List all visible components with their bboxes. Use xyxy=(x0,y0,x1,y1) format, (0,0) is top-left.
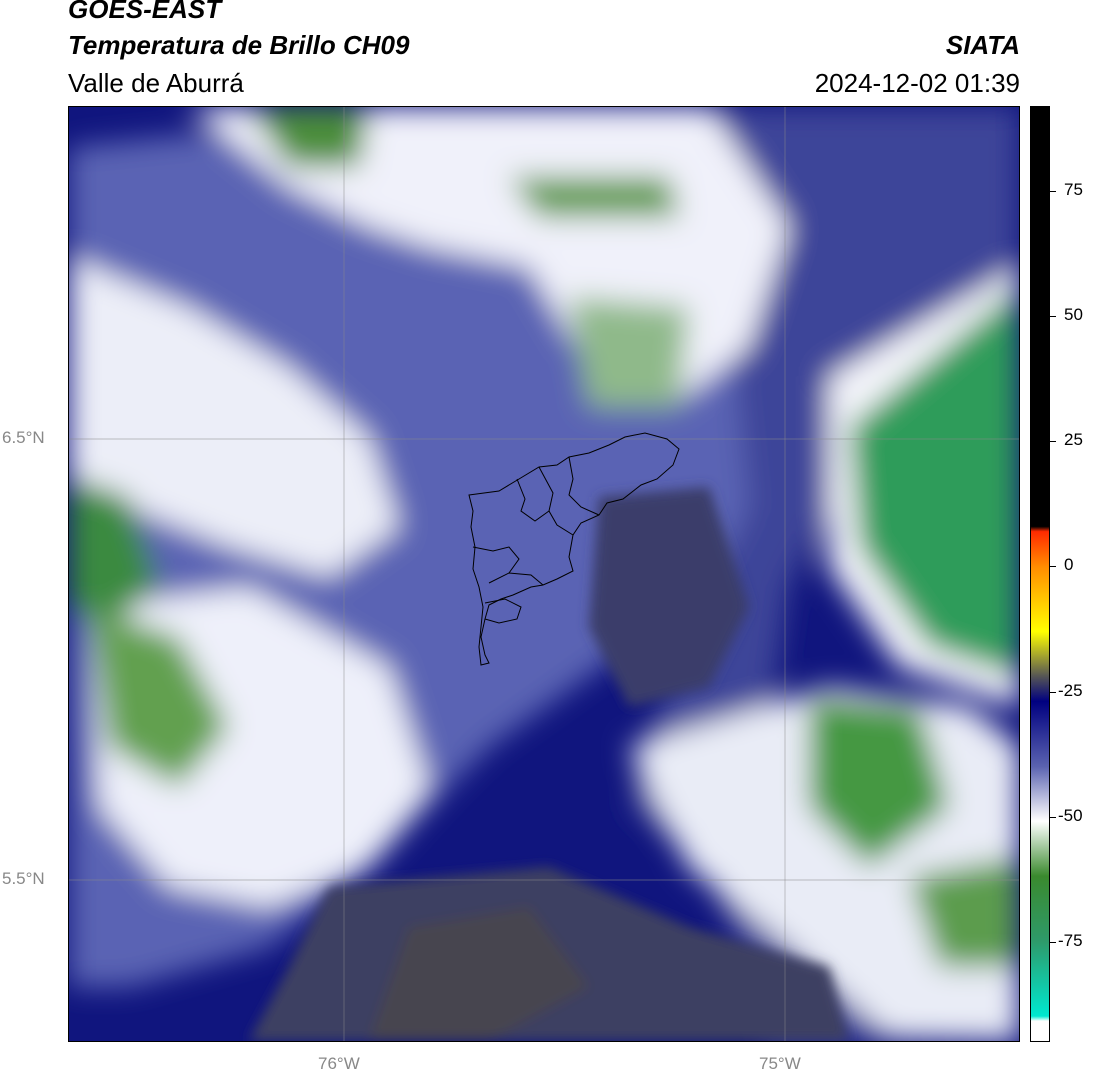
white-cloud-west xyxy=(69,257,399,577)
warm-area-south-core xyxy=(369,907,589,1041)
colorbar-tick-label: -75 xyxy=(1058,931,1083,950)
lon-label-76: 76°W xyxy=(318,1054,360,1073)
green-cluster-se xyxy=(809,697,949,867)
warm-area-center xyxy=(589,487,749,707)
colorbar-tick-mark xyxy=(1050,441,1056,442)
brightness-temperature-map xyxy=(68,106,1020,1042)
product-title: Temperatura de Brillo CH09 xyxy=(68,30,410,60)
green-cluster-sw xyxy=(89,607,229,787)
green-cluster-far-se xyxy=(909,857,1019,967)
colorbar-tick-label: 50 xyxy=(1064,305,1083,324)
colorbar-tick-label: -25 xyxy=(1058,681,1083,700)
lat-label-5-5: 5.5°N xyxy=(2,869,45,888)
colorbar-tick-mark xyxy=(1050,692,1056,693)
colorbar-tick-label: -50 xyxy=(1058,806,1083,825)
lon-label-75: 75°W xyxy=(759,1054,801,1073)
lat-label-6-5: 6.5°N xyxy=(2,428,45,447)
colorbar-tick-mark xyxy=(1050,942,1056,943)
colorbar-tick-label: 0 xyxy=(1064,555,1074,574)
colorbar-tick-mark xyxy=(1050,817,1056,818)
green-core-ne xyxy=(849,287,1019,677)
colorbar-tick-mark xyxy=(1050,566,1056,567)
green-cluster-w xyxy=(69,477,159,627)
colorbar-tick-mark xyxy=(1050,191,1056,192)
region-subtitle: Valle de Aburrá xyxy=(68,68,244,98)
green-cluster-n xyxy=(509,177,679,217)
green-cluster-center xyxy=(569,297,689,407)
colorbar-tick-mark xyxy=(1050,316,1056,317)
agency-label: SIATA xyxy=(945,30,1020,60)
municipality-boundaries xyxy=(468,432,680,666)
colorbar-tick-label: 75 xyxy=(1064,180,1083,199)
colorbar xyxy=(1030,106,1050,1042)
satellite-title: GOES-EAST xyxy=(68,0,222,24)
datetime-label: 2024-12-02 01:39 xyxy=(814,68,1020,98)
green-cluster-nw xyxy=(249,107,369,167)
colorbar-tick-label: 25 xyxy=(1064,430,1083,449)
